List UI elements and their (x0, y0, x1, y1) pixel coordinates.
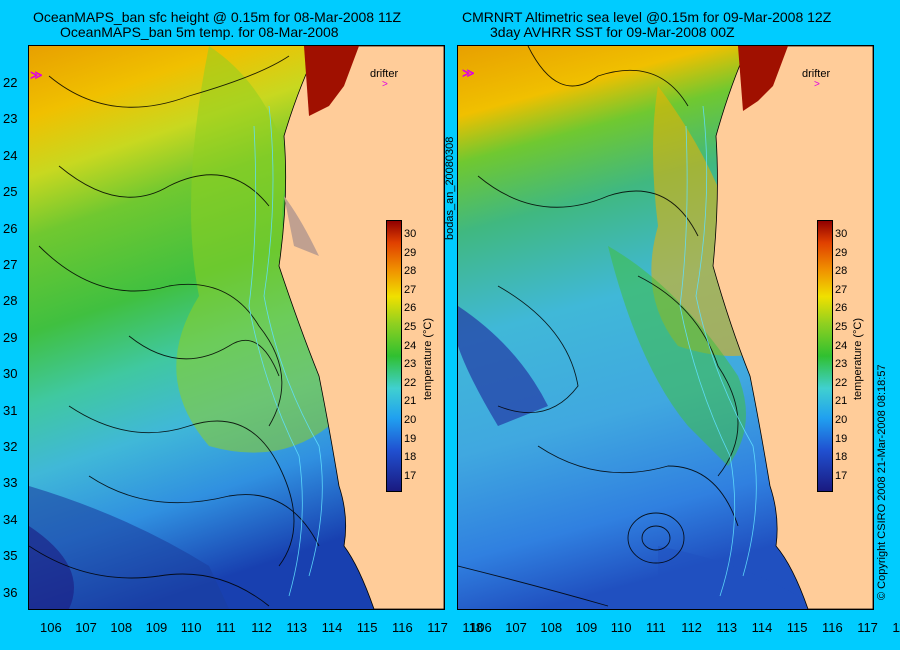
colorbar-tick: 18 (404, 451, 417, 464)
right-drifter-marker: ≫ (462, 66, 475, 80)
colorbar-tick: 26 (404, 302, 417, 315)
longitude-tick: 114 (751, 620, 773, 635)
longitude-tick: 109 (575, 620, 598, 635)
left-title-1: OceanMAPS_ban sfc height @ 0.15m for 08-… (33, 9, 402, 25)
colorbar-tick: 18 (835, 451, 848, 464)
longitude-tick: 118 (892, 620, 900, 635)
right-drifter-legend-icon: > (814, 79, 820, 90)
longitude-tick: 115 (786, 620, 808, 635)
longitude-tick: 113 (716, 620, 738, 635)
right-map-panel (457, 45, 874, 610)
latitude-tick: 24 (3, 147, 18, 163)
latitude-tick: 35 (3, 548, 18, 564)
colorbar-tick: 30 (835, 228, 848, 240)
colorbar-tick: 23 (835, 358, 848, 371)
colorbar-tick: 22 (404, 376, 417, 389)
right-colorbar-label: temperature (°C) (852, 317, 864, 400)
longitude-tick: 109 (145, 620, 168, 635)
colorbar-tick: 28 (835, 265, 848, 278)
colorbar-tick: 24 (835, 339, 848, 352)
longitude-tick: 114 (321, 620, 343, 635)
latitude-tick: 26 (3, 220, 18, 236)
colorbar-tick: 17 (835, 469, 848, 482)
colorbar-tick: 24 (404, 339, 417, 352)
latitude-tick: 25 (3, 184, 18, 200)
colorbar-tick: 26 (835, 302, 848, 315)
colorbar-tick: 20 (404, 414, 417, 426)
copyright-label: © Copyright CSIRO 2008 21-Mar-2008 08:18… (876, 364, 888, 600)
right-colorbar (817, 220, 833, 492)
colorbar-tick: 23 (404, 358, 417, 371)
left-sst-map (29, 46, 444, 609)
right-drifter-label: drifter (802, 68, 831, 80)
longitude-tick: 106 (470, 620, 492, 635)
longitude-tick: 111 (216, 620, 236, 635)
latitude-tick: 23 (3, 111, 18, 127)
longitude-tick: 108 (110, 620, 133, 635)
left-colorbar-label: temperature (°C) (422, 317, 434, 400)
colorbar-tick: 28 (404, 265, 417, 278)
longitude-tick: 116 (392, 620, 413, 635)
longitude-tick: 106 (40, 620, 62, 635)
left-map-panel (28, 45, 445, 610)
longitude-tick: 118 (462, 620, 484, 635)
longitude-tick: 111 (646, 620, 666, 635)
latitude-tick: 28 (3, 293, 18, 309)
latitude-tick: 33 (3, 475, 18, 491)
longitude-tick: 108 (540, 620, 563, 635)
colorbar-tick: 25 (835, 321, 848, 333)
colorbar-tick: 19 (835, 432, 848, 445)
latitude-tick: 27 (3, 257, 18, 272)
colorbar-tick: 21 (835, 395, 848, 408)
colorbar-tick: 21 (404, 395, 417, 408)
colorbar-tick: 20 (835, 414, 848, 426)
left-colorbar (386, 220, 402, 492)
longitude-tick: 113 (286, 620, 308, 635)
longitude-tick: 112 (251, 620, 272, 635)
left-drifter-legend-icon: > (382, 79, 388, 90)
latitude-tick: 29 (3, 329, 18, 345)
longitude-tick: 110 (180, 620, 202, 635)
colorbar-tick: 19 (404, 432, 417, 445)
longitude-tick: 107 (75, 620, 97, 635)
colorbar-tick: 27 (835, 283, 848, 296)
longitude-tick: 115 (356, 620, 378, 635)
colorbar-tick: 17 (404, 469, 417, 482)
longitude-tick: 107 (505, 620, 527, 635)
colorbar-tick: 25 (404, 321, 417, 333)
left-drifter-label: drifter (370, 68, 399, 80)
colorbar-tick: 29 (835, 246, 848, 259)
colorbar-tick: 22 (835, 376, 848, 389)
longitude-tick: 117 (857, 620, 878, 635)
run-id-label: bodas_an_20080308 (444, 136, 456, 240)
colorbar-tick: 30 (404, 228, 417, 240)
latitude-tick: 36 (3, 584, 18, 600)
colorbar-tick: 27 (404, 283, 417, 296)
colorbar-tick: 29 (404, 246, 417, 259)
latitude-tick: 22 (3, 75, 18, 90)
latitude-tick: 32 (3, 439, 18, 454)
left-drifter-marker: ≫ (30, 68, 43, 82)
longitude-tick: 112 (681, 620, 702, 635)
longitude-tick: 110 (610, 620, 632, 635)
left-title-2: OceanMAPS_ban 5m temp. for 08-Mar-2008 (60, 24, 339, 40)
right-title-2: 3day AVHRR SST for 09-Mar-2008 00Z (490, 24, 735, 40)
latitude-tick: 30 (3, 366, 18, 382)
right-sst-map (458, 46, 873, 609)
longitude-tick: 116 (822, 620, 843, 635)
right-title-1: CMRNRT Altimetric sea level @0.15m for 0… (462, 9, 832, 25)
latitude-tick: 34 (3, 511, 18, 527)
latitude-tick: 31 (3, 402, 18, 418)
longitude-tick: 117 (427, 620, 448, 635)
